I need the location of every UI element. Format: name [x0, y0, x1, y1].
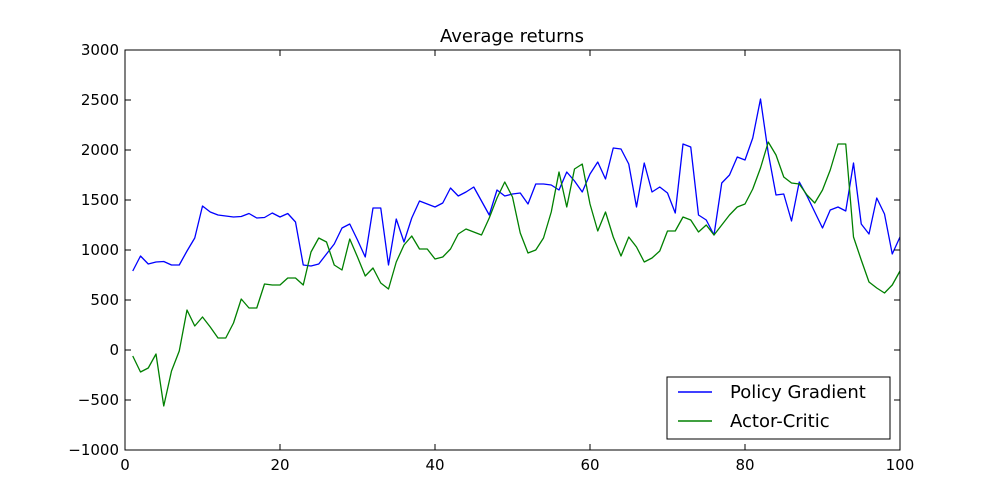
y-axis: −1000 −500 0 500 1000 1500 2000 2500 3000	[68, 41, 900, 459]
series-line-actor-critic	[132, 141, 901, 407]
y-tick-label: −1000	[68, 441, 119, 459]
y-tick-label: 3000	[81, 41, 119, 59]
x-tick-label: 20	[270, 456, 289, 474]
x-axis: 0 20 40 60 80 100	[120, 50, 914, 474]
x-tick-label: 100	[886, 456, 915, 474]
series-line-policy-gradient	[132, 98, 901, 272]
x-tick-label: 80	[735, 456, 754, 474]
y-tick-label: 1500	[81, 191, 119, 209]
y-tick-label: 1000	[81, 241, 119, 259]
y-tick-label: 500	[90, 291, 119, 309]
x-tick-label: 60	[580, 456, 599, 474]
y-tick-label: 2500	[81, 91, 119, 109]
legend-label-actor-critic: Actor-Critic	[730, 411, 830, 432]
legend-box	[666, 376, 891, 440]
series-layer	[132, 98, 901, 407]
chart-title: Average returns	[440, 26, 584, 47]
legend: Policy Gradient Actor-Critic	[666, 376, 891, 440]
y-tick-label: 0	[109, 341, 119, 359]
y-tick-label: −500	[78, 391, 119, 409]
legend-label-policy-gradient: Policy Gradient	[730, 382, 866, 403]
x-tick-label: 0	[120, 456, 130, 474]
x-tick-label: 40	[425, 456, 444, 474]
y-tick-label: 2000	[81, 141, 119, 159]
